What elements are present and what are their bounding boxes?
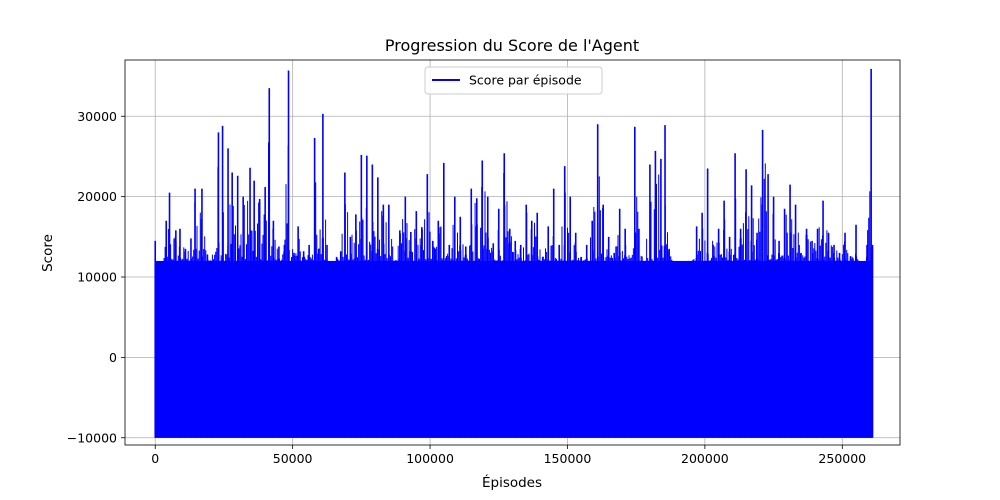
x-axis-title: Épisodes <box>482 474 542 491</box>
legend-label: Score par épisode <box>469 73 582 88</box>
legend-box <box>424 66 603 95</box>
y-axis-title: Score <box>40 234 56 272</box>
y-tick-label: 30000 <box>77 109 117 124</box>
series-score-par-episode <box>154 68 874 438</box>
x-tick-label: 150000 <box>544 451 592 466</box>
y-tick-label: 20000 <box>77 189 117 204</box>
y-tick-label: −10000 <box>67 430 117 445</box>
legend: Score par épisode <box>424 66 603 95</box>
y-tick-label: 0 <box>109 350 117 365</box>
x-tick-label: 200000 <box>681 451 729 466</box>
y-axis: −10000 0 10000 20000 30000 <box>67 109 125 445</box>
chart-title: Progression du Score de l'Agent <box>385 36 639 55</box>
plot-frame <box>124 59 901 446</box>
x-tick-label: 100000 <box>406 451 454 466</box>
x-tick-label: 250000 <box>818 451 866 466</box>
x-tick-label: 50000 <box>273 451 313 466</box>
x-axis: 0 50000 100000 150000 200000 250000 <box>151 445 866 466</box>
y-tick-label: 10000 <box>77 270 117 285</box>
x-tick-label: 0 <box>151 451 159 466</box>
